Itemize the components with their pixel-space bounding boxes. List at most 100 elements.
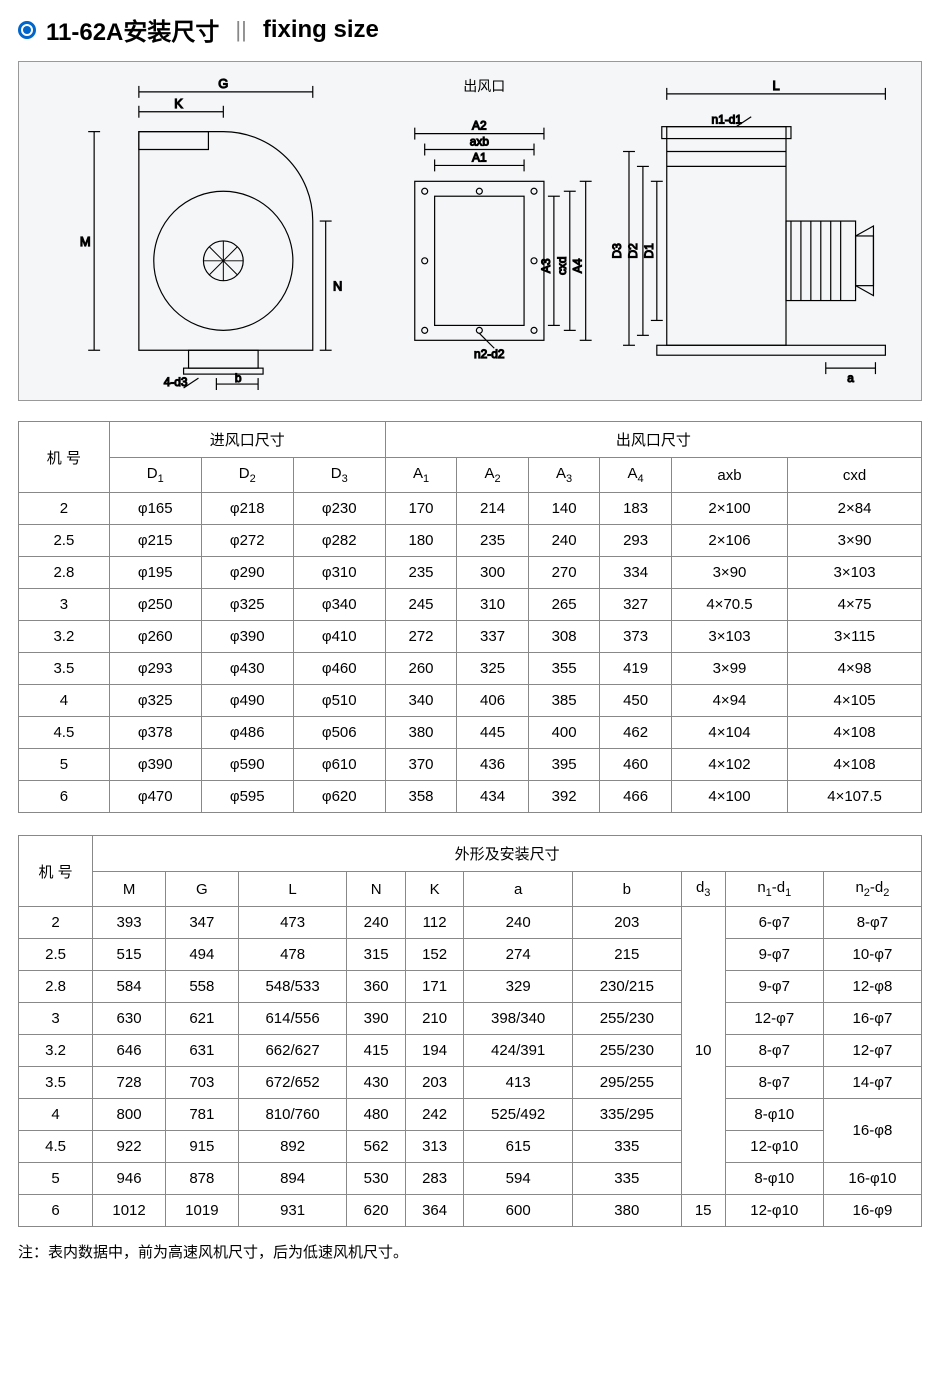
table-row: 4.5φ378φ486φ5063804454004624×1044×108	[19, 717, 922, 749]
title-cn: 11-62A安装尺寸	[46, 12, 219, 47]
cell: 450	[600, 685, 672, 717]
cell: 325	[457, 653, 529, 685]
cell: 562	[347, 1131, 405, 1163]
table-row: 2.55154944783151522742159-φ710-φ7	[19, 939, 922, 971]
cell: 781	[165, 1099, 238, 1131]
table-row: 3630621614/556390210398/340255/23012-φ71…	[19, 1003, 922, 1035]
subcol-4: A2	[457, 458, 529, 493]
subcol-8: cxd	[788, 458, 922, 493]
cell: 894	[238, 1163, 347, 1195]
cell: 16-φ9	[823, 1195, 921, 1227]
diagram-outlet: 出风口 A2 axb A1 A3	[370, 72, 599, 390]
cell: 235	[385, 557, 457, 589]
svg-text:D2: D2	[626, 243, 640, 259]
cell: 728	[93, 1067, 166, 1099]
cell: φ293	[109, 653, 201, 685]
cell: 413	[464, 1067, 573, 1099]
cell: 293	[600, 525, 672, 557]
cell: 614/556	[238, 1003, 347, 1035]
cell: 4×107.5	[788, 781, 922, 813]
cell: 392	[528, 781, 600, 813]
subcol-7: d3	[681, 872, 725, 907]
cell: 395	[528, 749, 600, 781]
col-machine: 机 号	[19, 836, 93, 907]
cell: 203	[572, 907, 681, 939]
cell: 214	[457, 493, 529, 525]
subcol-0: D1	[109, 458, 201, 493]
cell: φ325	[109, 685, 201, 717]
cell: 3.5	[19, 653, 110, 685]
table-row: 4.592291589256231361533512-φ10	[19, 1131, 922, 1163]
cell: 3×99	[671, 653, 787, 685]
cell: 2×100	[671, 493, 787, 525]
cell: 1019	[165, 1195, 238, 1227]
table-row: 3φ250φ325φ3402453102653274×70.54×75	[19, 589, 922, 621]
subcol-0: M	[93, 872, 166, 907]
svg-text:A4: A4	[571, 258, 585, 273]
cell: 14-φ7	[823, 1067, 921, 1099]
cell: 600	[464, 1195, 573, 1227]
svg-text:cxd: cxd	[555, 257, 569, 276]
cell: 373	[600, 621, 672, 653]
col-shape: 外形及安装尺寸	[93, 836, 922, 872]
cell: 335	[572, 1163, 681, 1195]
title-en: fixing size	[263, 16, 379, 44]
cell: 473	[238, 907, 347, 939]
cell-n2d2-merged: 16-φ8	[823, 1099, 921, 1163]
cell: 347	[165, 907, 238, 939]
cell: 360	[347, 971, 405, 1003]
subcol-6: b	[572, 872, 681, 907]
cell: 2×84	[788, 493, 922, 525]
table-row: 2393347473240112240203106-φ78-φ7	[19, 907, 922, 939]
cell: 8-φ7	[823, 907, 921, 939]
cell: 6-φ7	[725, 907, 823, 939]
cell: φ282	[293, 525, 385, 557]
subcol-1: G	[165, 872, 238, 907]
cell: 12-φ7	[725, 1003, 823, 1035]
col-outlet: 出风口尺寸	[385, 422, 921, 458]
cell: 594	[464, 1163, 573, 1195]
cell: 334	[600, 557, 672, 589]
cell: 140	[528, 493, 600, 525]
cell: 300	[457, 557, 529, 589]
cell: 424/391	[464, 1035, 573, 1067]
cell: 8-φ7	[725, 1035, 823, 1067]
cell: 2.5	[19, 525, 110, 557]
cell: φ460	[293, 653, 385, 685]
cell: 631	[165, 1035, 238, 1067]
subcol-7: axb	[671, 458, 787, 493]
cell: 210	[405, 1003, 463, 1035]
cell: φ165	[109, 493, 201, 525]
cell: 270	[528, 557, 600, 589]
cell: φ310	[293, 557, 385, 589]
cell: φ486	[201, 717, 293, 749]
cell: 931	[238, 1195, 347, 1227]
cell: φ378	[109, 717, 201, 749]
cell: 9-φ7	[725, 939, 823, 971]
cell: 419	[600, 653, 672, 685]
cell: 672/652	[238, 1067, 347, 1099]
cell: 4×94	[671, 685, 787, 717]
cell: 16-φ7	[823, 1003, 921, 1035]
cell: 8-φ7	[725, 1067, 823, 1099]
table-row: 2φ165φ218φ2301702141401832×1002×84	[19, 493, 922, 525]
cell: 245	[385, 589, 457, 621]
page-title-row: 11-62A安装尺寸 || fixing size	[18, 12, 922, 47]
cell: 480	[347, 1099, 405, 1131]
cell: 462	[600, 717, 672, 749]
col-machine: 机 号	[19, 422, 110, 493]
cell: φ290	[201, 557, 293, 589]
cell: 8-φ10	[725, 1163, 823, 1195]
subcol-6: A4	[600, 458, 672, 493]
cell: 112	[405, 907, 463, 939]
cell: 3×90	[671, 557, 787, 589]
cell: 183	[600, 493, 672, 525]
svg-text:M: M	[80, 234, 91, 249]
cell: 810/760	[238, 1099, 347, 1131]
cell: 946	[93, 1163, 166, 1195]
cell: 171	[405, 971, 463, 1003]
cell: 12-φ7	[823, 1035, 921, 1067]
cell: 4×105	[788, 685, 922, 717]
cell: 12-φ8	[823, 971, 921, 1003]
table-row: 3.2646631662/627415194424/391255/2308-φ7…	[19, 1035, 922, 1067]
